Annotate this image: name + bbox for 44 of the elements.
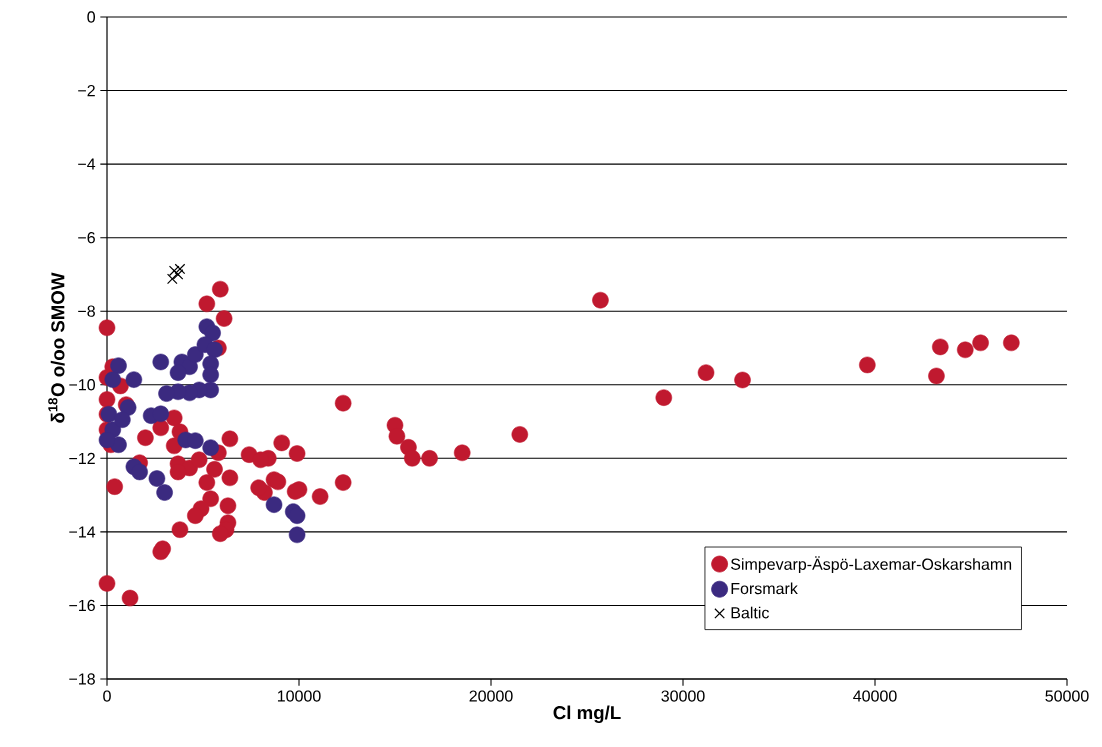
point: [174, 263, 186, 275]
y-tick-label: −6: [78, 232, 95, 244]
x-tick-label: 50000: [1045, 690, 1089, 702]
y-tick-label: −14: [69, 526, 96, 538]
point: [168, 265, 180, 277]
point: [152, 405, 170, 423]
y-tick-label: −2: [78, 84, 95, 97]
x-tick-label: 30000: [661, 690, 705, 702]
y-tick-label: −8: [78, 305, 95, 317]
legend-label: Simpevarp-Äspö-Laxemar-Oskarshamn: [731, 556, 1012, 574]
point: [204, 324, 221, 342]
point: [98, 431, 116, 449]
y-tick-label: −12: [69, 452, 95, 464]
point: [110, 357, 127, 374]
point: [169, 364, 187, 381]
y-tick-label: −4: [78, 158, 96, 170]
legend-label: Forsmark: [731, 582, 798, 595]
point: [288, 507, 306, 524]
point: [202, 439, 219, 456]
point: [152, 353, 170, 371]
point: [172, 269, 184, 280]
x-tick-label: 20000: [469, 690, 513, 702]
y-tick-label: −18: [69, 673, 95, 685]
point: [148, 470, 166, 487]
y-axis-title: δ$^{18}$O o/oo SMOW: [48, 272, 65, 423]
point: [206, 341, 223, 359]
point: [187, 346, 204, 363]
point: [288, 526, 306, 544]
point: [158, 385, 175, 402]
point: [114, 411, 131, 428]
x-tick-label: 0: [103, 690, 111, 702]
point: [125, 371, 143, 388]
point: [131, 463, 148, 481]
x-tick-label: 40000: [853, 690, 897, 702]
y-tick-label: −10: [69, 379, 96, 391]
point: [104, 371, 122, 388]
x-axis-title: Cl mg/L: [553, 705, 621, 724]
point: [156, 484, 173, 501]
point: [166, 273, 178, 285]
point: [265, 496, 283, 513]
x-tick-label: 10000: [277, 690, 321, 702]
legend-label: Baltic: [731, 606, 769, 619]
y-tick-label: 0: [87, 11, 96, 23]
y-tick-label: −16: [69, 599, 95, 612]
